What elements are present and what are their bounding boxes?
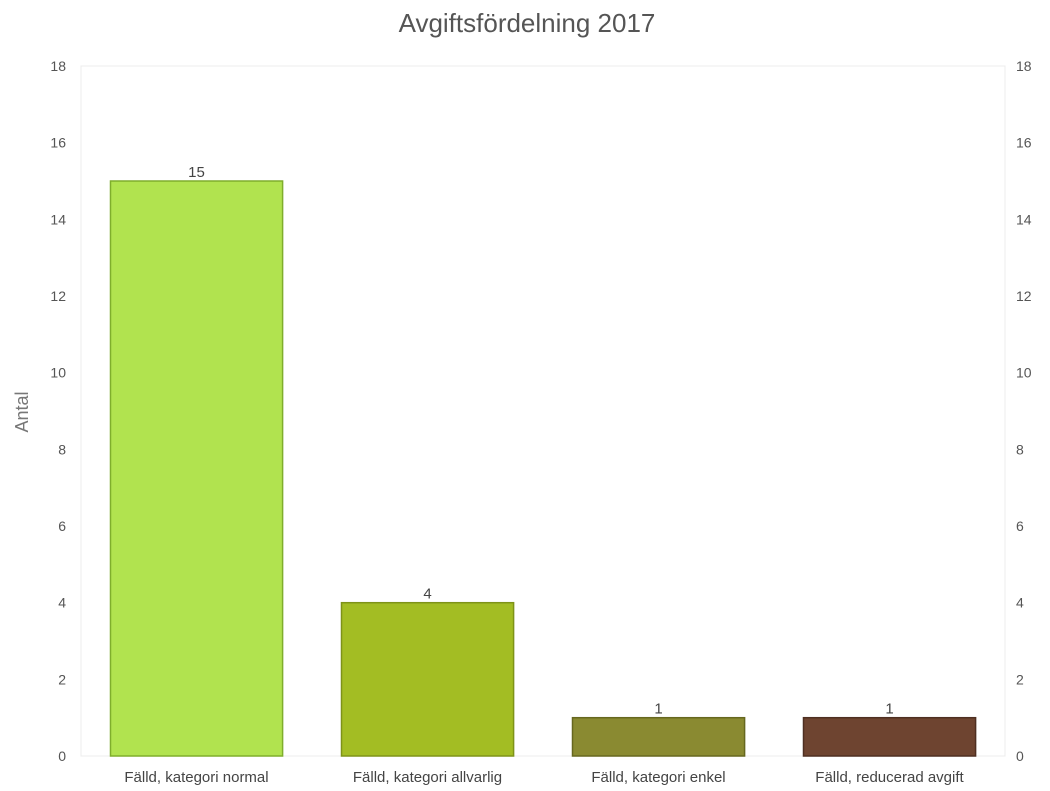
plot-area-frame: [80, 65, 1006, 757]
y-tick-label-left: 14: [50, 211, 66, 227]
y-tick-label-right: 2: [1016, 671, 1024, 687]
y-tick-label-left: 12: [50, 288, 66, 304]
y-tick-label-left: 0: [58, 748, 66, 764]
y-tick-label-right: 18: [1016, 58, 1032, 74]
y-axis-right: 0 2 4 6 8 10 12 14 16 18: [1016, 58, 1032, 764]
y-tick-label-right: 14: [1016, 211, 1032, 227]
bar-value-label: 15: [188, 164, 205, 181]
bar: [802, 716, 977, 757]
bar-series: [109, 180, 977, 757]
y-tick-label-left: 16: [50, 135, 66, 151]
category-label: Fälld, kategori enkel: [591, 769, 725, 786]
data-labels: 15 4 1 1: [188, 164, 894, 718]
y-tick-label-right: 12: [1016, 288, 1032, 304]
y-tick-label-right: 0: [1016, 748, 1024, 764]
y-tick-label-left: 8: [58, 441, 66, 457]
y-tick-label-left: 6: [58, 518, 66, 534]
bar-value-label: 1: [885, 701, 893, 718]
bar: [571, 716, 746, 757]
y-tick-label-right: 16: [1016, 135, 1032, 151]
y-tick-label-right: 6: [1016, 518, 1024, 534]
y-tick-label-right: 4: [1016, 595, 1024, 611]
category-label: Fälld, kategori normal: [124, 769, 268, 786]
chart-title: Avgiftsfördelning 2017: [399, 8, 656, 38]
y-tick-label-left: 10: [50, 365, 66, 381]
y-tick-label-left: 2: [58, 671, 66, 687]
y-axis-left: 0 2 4 6 8 10 12 14 16 18: [50, 58, 66, 764]
bar-value-label: 1: [654, 701, 662, 718]
y-tick-label-left: 4: [58, 595, 66, 611]
bar: [109, 180, 284, 757]
bar: [340, 601, 515, 757]
y-axis-title: Antal: [12, 391, 32, 432]
y-tick-label-left: 18: [50, 58, 66, 74]
y-tick-label-right: 10: [1016, 365, 1032, 381]
category-label: Fälld, reducerad avgift: [815, 769, 964, 786]
bar-value-label: 4: [423, 586, 431, 603]
x-axis-categories: Fälld, kategori normal Fälld, kategori al…: [124, 769, 964, 786]
category-label: Fälld, kategori allvarlig: [353, 769, 502, 786]
y-tick-label-right: 8: [1016, 441, 1024, 457]
